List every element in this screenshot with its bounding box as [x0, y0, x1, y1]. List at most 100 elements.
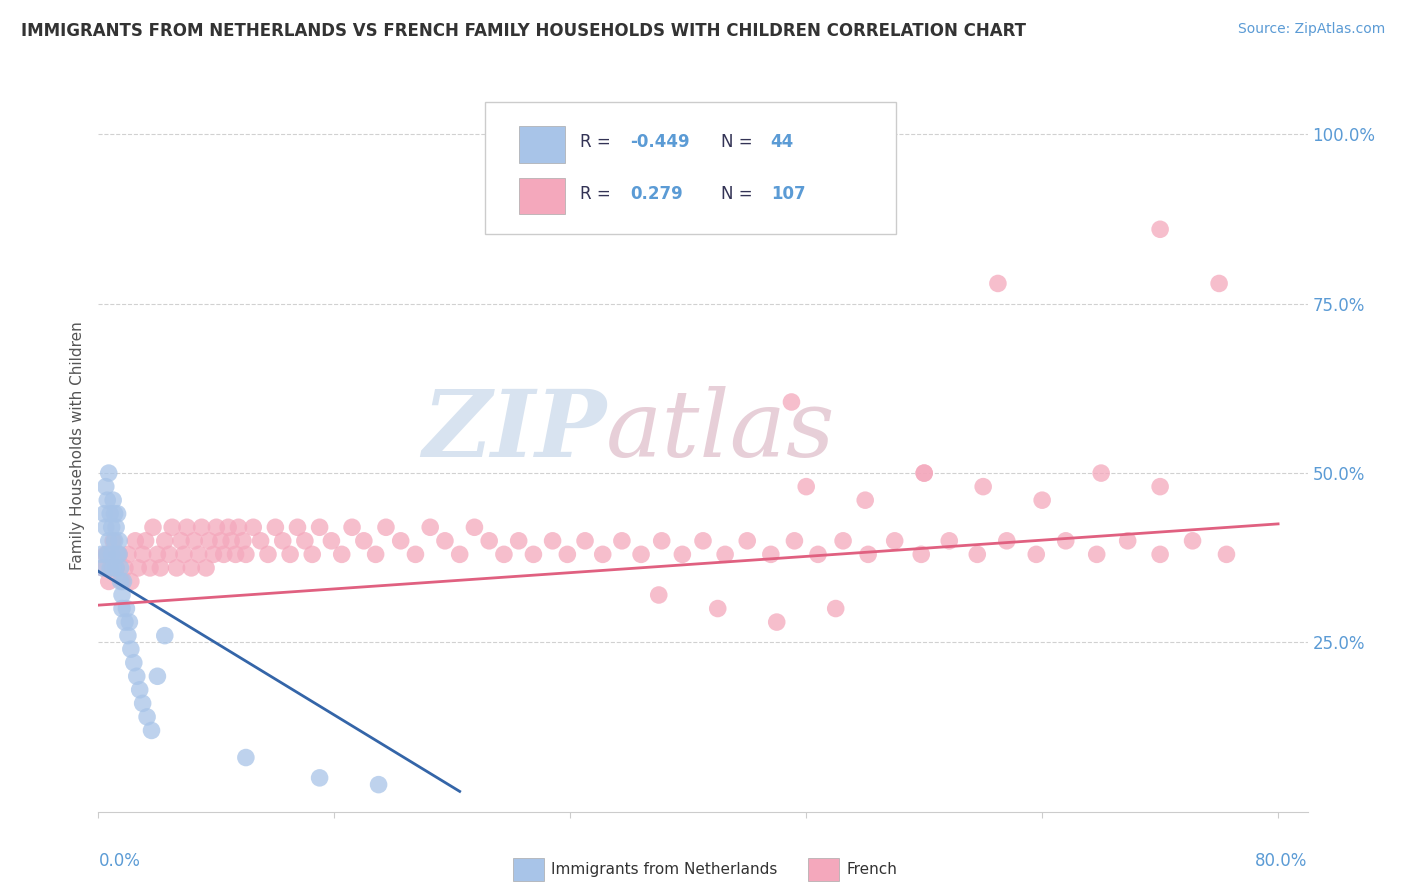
Point [101, 533, 124, 548]
Point [141, 723, 163, 738]
Point [557, 547, 579, 561]
Point [610, 533, 633, 548]
Point [170, 533, 193, 548]
Point [1025, 547, 1047, 561]
Point [180, 561, 202, 575]
Point [330, 547, 353, 561]
Point [706, 601, 728, 615]
Point [146, 547, 169, 561]
Point [910, 547, 932, 561]
Point [1031, 493, 1053, 508]
Point [651, 533, 673, 548]
Point [232, 533, 254, 548]
Point [100, 520, 122, 534]
Point [93, 507, 115, 521]
Point [404, 547, 426, 561]
Point [98, 561, 121, 575]
Point [107, 507, 129, 521]
Point [146, 669, 169, 683]
Point [735, 533, 758, 548]
Point [1149, 222, 1171, 236]
Point [630, 547, 652, 561]
Point [995, 533, 1018, 548]
Point [128, 682, 150, 697]
Point [114, 615, 136, 629]
Point [1149, 547, 1171, 561]
Point [1054, 533, 1077, 548]
Point [714, 547, 737, 561]
Point [433, 533, 456, 548]
Point [794, 480, 817, 494]
Point [648, 588, 671, 602]
Text: 0.0%: 0.0% [98, 852, 141, 870]
Point [671, 547, 693, 561]
Text: R =: R = [579, 185, 616, 202]
Point [321, 533, 343, 548]
Point [120, 642, 142, 657]
Point [111, 601, 134, 615]
Point [765, 615, 787, 629]
Point [173, 547, 195, 561]
Point [105, 561, 128, 575]
Text: -0.449: -0.449 [630, 133, 690, 152]
Text: French: French [846, 863, 897, 877]
Point [212, 547, 235, 561]
Point [198, 533, 221, 548]
Y-axis label: Family Households with Children: Family Households with Children [69, 322, 84, 570]
Text: N =: N = [721, 185, 758, 202]
Point [856, 547, 879, 561]
Point [449, 547, 471, 561]
Point [110, 561, 132, 575]
Point [257, 547, 280, 561]
Point [1181, 533, 1204, 548]
Point [1208, 277, 1230, 291]
Point [364, 547, 387, 561]
Point [287, 520, 309, 534]
Text: R =: R = [579, 133, 616, 152]
Point [692, 533, 714, 548]
Point [153, 629, 176, 643]
Point [187, 547, 209, 561]
Text: ZIP: ZIP [422, 386, 606, 476]
Point [242, 520, 264, 534]
Point [205, 520, 228, 534]
Point [124, 533, 146, 548]
FancyBboxPatch shape [519, 126, 565, 162]
Point [160, 520, 183, 534]
Point [938, 533, 960, 548]
Point [125, 669, 148, 683]
Point [105, 561, 128, 575]
Point [112, 574, 135, 589]
Point [104, 507, 127, 521]
Text: 107: 107 [770, 185, 806, 202]
Text: 0.279: 0.279 [630, 185, 683, 202]
Point [105, 520, 128, 534]
Point [104, 533, 127, 548]
Point [91, 561, 114, 575]
Point [508, 533, 530, 548]
Point [783, 533, 806, 548]
Point [90, 547, 112, 561]
Point [108, 547, 131, 561]
Point [122, 656, 145, 670]
Point [114, 561, 136, 575]
Point [217, 520, 239, 534]
Point [235, 547, 257, 561]
Point [100, 547, 122, 561]
Point [912, 466, 935, 480]
Point [97, 533, 120, 548]
Point [96, 493, 118, 508]
Point [807, 547, 830, 561]
Point [419, 520, 441, 534]
Text: N =: N = [721, 133, 758, 152]
Point [195, 561, 218, 575]
Point [166, 561, 188, 575]
Point [108, 533, 131, 548]
Point [492, 547, 515, 561]
Point [98, 507, 121, 521]
Point [110, 574, 132, 589]
Point [389, 533, 412, 548]
Point [278, 547, 301, 561]
FancyBboxPatch shape [519, 178, 565, 214]
Point [1085, 547, 1108, 561]
